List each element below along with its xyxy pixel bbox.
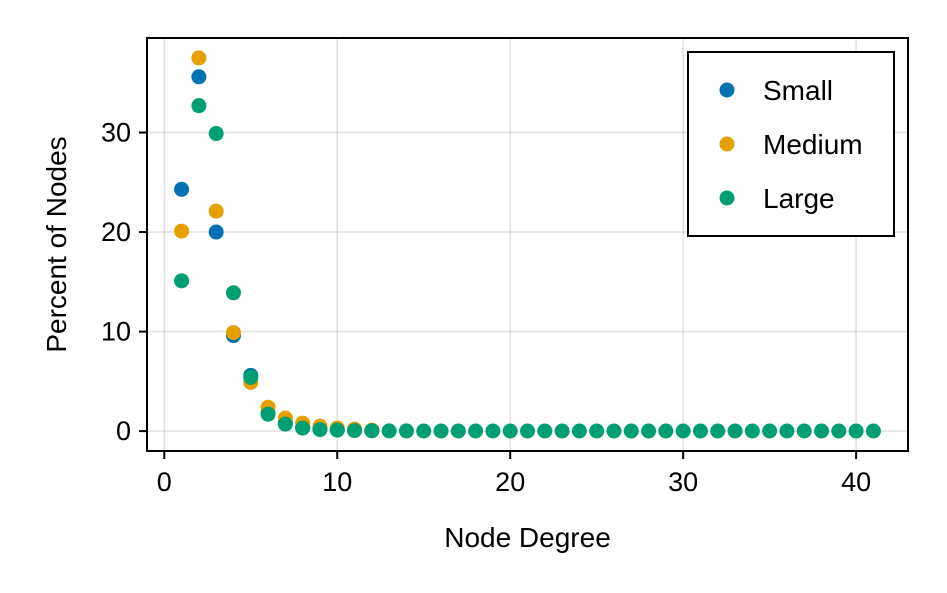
data-point — [710, 423, 726, 439]
data-point — [416, 423, 432, 439]
data-point — [243, 369, 259, 385]
data-point — [623, 423, 639, 439]
data-point — [208, 203, 224, 219]
legend-marker — [719, 136, 735, 152]
data-point — [398, 423, 414, 439]
data-point — [485, 423, 501, 439]
x-tick-label: 10 — [322, 467, 352, 497]
data-points — [174, 50, 881, 439]
data-point — [468, 423, 484, 439]
y-axis-title: Percent of Nodes — [41, 136, 72, 352]
data-point — [692, 423, 708, 439]
x-tick-label: 0 — [157, 467, 172, 497]
data-point — [554, 423, 570, 439]
data-point — [191, 98, 207, 114]
data-point — [520, 423, 535, 439]
data-point — [502, 423, 518, 439]
data-point — [208, 126, 224, 142]
x-tick-label: 30 — [668, 467, 698, 497]
y-tick-label: 20 — [101, 217, 131, 247]
y-tick-label: 10 — [101, 317, 131, 347]
data-point — [364, 423, 380, 439]
data-point — [589, 423, 605, 439]
legend-marker — [719, 82, 735, 98]
data-point — [744, 423, 760, 439]
legend: Small Medium Large — [687, 51, 895, 237]
data-point — [848, 423, 864, 439]
data-point — [174, 273, 190, 289]
x-axis-title: Node Degree — [444, 522, 611, 553]
y-tick-label: 0 — [116, 416, 131, 446]
data-point — [191, 50, 207, 66]
data-point — [277, 416, 293, 432]
plot-frame — [146, 37, 909, 452]
data-point — [658, 423, 674, 439]
legend-label: Medium — [763, 129, 863, 160]
data-point — [174, 223, 190, 239]
axis-ticks: 0 10 20 30 40 0 10 20 30 — [101, 118, 871, 497]
data-point — [779, 423, 795, 439]
x-tick-label: 20 — [495, 467, 525, 497]
data-point — [606, 423, 622, 439]
data-point — [295, 420, 311, 436]
data-point — [312, 422, 328, 438]
data-point — [174, 181, 190, 197]
data-point — [571, 423, 587, 439]
data-point — [450, 423, 466, 439]
data-point — [814, 423, 830, 439]
data-point — [433, 423, 449, 439]
data-point — [537, 423, 553, 439]
data-point — [675, 423, 691, 439]
data-point — [191, 69, 207, 85]
data-point — [260, 406, 276, 422]
data-point — [225, 325, 241, 341]
data-point — [727, 423, 743, 439]
data-point — [347, 423, 363, 439]
legend-label: Small — [763, 75, 833, 106]
legend-marker — [719, 190, 735, 206]
data-point — [831, 423, 847, 439]
data-point — [865, 423, 881, 439]
data-point — [225, 285, 241, 301]
data-point — [329, 422, 345, 438]
data-point — [641, 423, 657, 439]
data-point — [762, 423, 778, 439]
data-point — [208, 224, 224, 240]
y-tick-label: 30 — [101, 118, 131, 148]
series-large — [174, 98, 881, 439]
data-point — [796, 423, 812, 439]
x-tick-label: 40 — [841, 467, 871, 497]
legend-label: Large — [763, 183, 835, 214]
data-point — [381, 423, 397, 439]
series-small — [174, 69, 380, 439]
